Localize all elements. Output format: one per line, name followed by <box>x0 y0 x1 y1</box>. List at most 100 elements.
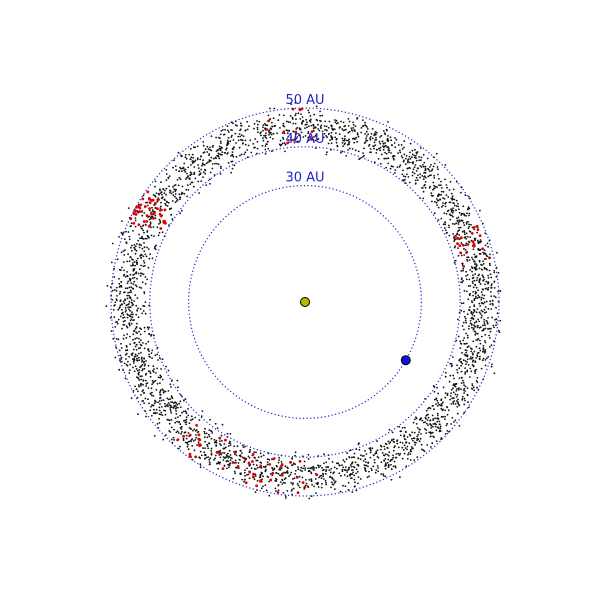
belt-object <box>165 365 168 368</box>
belt-object <box>469 356 472 358</box>
belt-object <box>452 198 454 201</box>
belt-object <box>353 485 356 488</box>
belt-object <box>457 403 460 406</box>
belt-object <box>463 230 466 232</box>
belt-object <box>432 426 434 428</box>
belt-object <box>450 392 452 395</box>
belt-object <box>342 121 345 124</box>
belt-object <box>341 128 344 130</box>
belt-object <box>301 470 303 473</box>
belt-object <box>217 149 220 152</box>
belt-object <box>326 136 328 139</box>
belt-object <box>111 298 114 301</box>
belt-object <box>474 239 476 242</box>
kuiper-belt-objects <box>105 101 502 500</box>
belt-object <box>330 486 332 489</box>
belt-object <box>497 290 499 293</box>
belt-object <box>459 340 461 343</box>
belt-object <box>429 185 431 188</box>
belt-object <box>335 122 338 125</box>
belt-object <box>414 179 417 182</box>
belt-object <box>259 452 262 455</box>
belt-object <box>351 148 354 150</box>
belt-object <box>187 432 190 434</box>
belt-object <box>232 139 235 141</box>
belt-object <box>256 141 259 143</box>
belt-object <box>472 364 475 367</box>
belt-object <box>440 217 443 220</box>
belt-object <box>167 405 169 408</box>
belt-object <box>163 198 166 201</box>
belt-object <box>272 132 275 135</box>
belt-object <box>225 148 228 151</box>
belt-object <box>374 144 377 147</box>
belt-object <box>187 189 190 191</box>
belt-object <box>189 183 192 186</box>
belt-object <box>453 237 455 240</box>
belt-object <box>197 441 200 444</box>
belt-object <box>471 352 474 355</box>
belt-object <box>260 134 262 137</box>
belt-object <box>394 169 397 172</box>
belt-object <box>119 304 122 307</box>
belt-object <box>288 129 291 132</box>
resonant-object <box>280 473 284 477</box>
belt-object <box>123 362 126 365</box>
belt-object <box>263 134 265 137</box>
belt-object <box>329 471 332 474</box>
belt-object <box>353 474 356 477</box>
belt-object <box>474 284 477 287</box>
belt-object <box>368 475 370 478</box>
belt-object <box>472 258 474 261</box>
belt-object <box>223 465 226 467</box>
belt-object <box>472 327 475 330</box>
belt-object <box>347 117 350 120</box>
resonant-object <box>259 479 262 483</box>
belt-object <box>202 176 204 179</box>
belt-object <box>317 128 320 130</box>
belt-object <box>468 212 471 215</box>
belt-object <box>282 124 285 127</box>
belt-object <box>325 481 327 484</box>
belt-object <box>409 459 412 461</box>
belt-object <box>275 464 278 467</box>
belt-object <box>254 146 256 149</box>
belt-object <box>484 324 486 327</box>
belt-object <box>353 141 356 144</box>
belt-object <box>492 324 495 327</box>
belt-object <box>447 196 450 198</box>
belt-object <box>420 147 422 149</box>
orbit-label-40: 40 AU <box>285 132 324 147</box>
belt-object <box>271 125 273 128</box>
belt-object <box>440 187 443 189</box>
belt-object <box>472 359 475 362</box>
belt-object <box>362 119 364 121</box>
belt-object <box>347 125 350 127</box>
belt-object <box>278 459 280 461</box>
belt-object <box>355 489 358 492</box>
belt-object <box>437 402 439 404</box>
belt-object <box>426 413 429 416</box>
belt-object <box>227 162 230 164</box>
belt-object <box>451 211 454 214</box>
belt-object <box>310 124 313 127</box>
belt-object <box>440 180 442 183</box>
belt-object <box>478 281 481 284</box>
belt-object <box>150 405 152 408</box>
belt-object <box>264 152 267 155</box>
belt-object <box>471 326 473 329</box>
belt-object <box>435 440 438 442</box>
belt-object <box>388 151 390 154</box>
belt-object <box>462 269 464 272</box>
belt-object <box>462 221 465 224</box>
belt-object <box>351 491 354 493</box>
belt-object <box>365 124 367 127</box>
belt-object <box>454 403 457 405</box>
belt-object <box>206 436 209 439</box>
belt-object <box>441 415 444 418</box>
belt-object <box>467 220 469 223</box>
belt-object <box>124 349 127 352</box>
belt-object <box>145 360 147 362</box>
belt-object <box>193 173 195 176</box>
belt-object <box>159 220 162 223</box>
